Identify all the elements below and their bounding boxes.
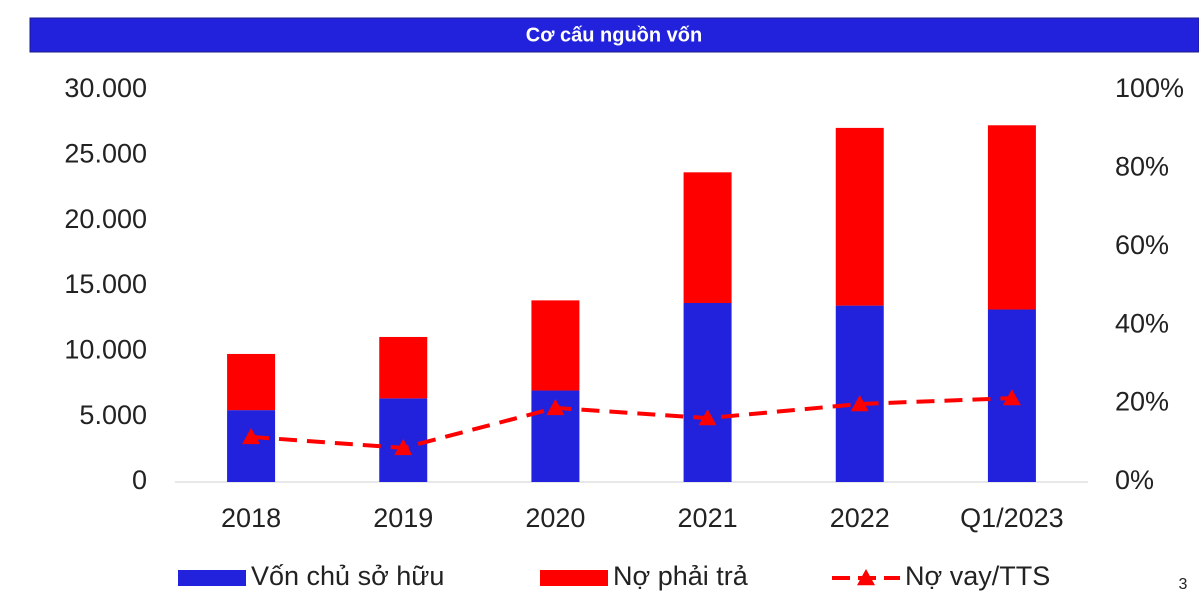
bar <box>835 127 884 306</box>
x-tick-label: Q1/2023 <box>960 503 1064 533</box>
bar <box>683 172 732 303</box>
y2-tick-label: 40% <box>1115 308 1169 338</box>
y-tick-label: 0 <box>132 465 147 495</box>
bar <box>531 300 580 391</box>
bar <box>379 336 428 399</box>
y2-tick-label: 100% <box>1115 73 1184 103</box>
marker <box>698 409 717 426</box>
legend-label: Vốn chủ sở hữu <box>251 561 444 591</box>
y-tick-label: 15.000 <box>64 269 147 299</box>
y2-tick-label: 20% <box>1115 387 1169 417</box>
y2-tick-label: 60% <box>1115 230 1169 260</box>
marker <box>394 438 413 456</box>
x-tick-label: 2020 <box>525 503 585 533</box>
y2-tick-label: 0% <box>1115 465 1154 495</box>
y-tick-label: 30.000 <box>64 73 147 103</box>
legend-label: Nợ vay/TTS <box>905 561 1050 591</box>
marker <box>1002 389 1021 406</box>
legend-label: Nợ phải trả <box>613 561 749 591</box>
bar <box>683 302 732 482</box>
y-tick-label: 5.000 <box>79 400 147 430</box>
bar <box>835 305 884 482</box>
legend-marker <box>857 569 875 586</box>
x-tick-label: 2021 <box>678 503 738 533</box>
legend-swatch <box>178 570 246 586</box>
y-tick-label: 10.000 <box>64 334 147 364</box>
chart-title: Cơ cấu nguồn vốn <box>526 24 702 46</box>
marker <box>850 394 869 412</box>
y-tick-label: 20.000 <box>64 204 147 234</box>
marker <box>546 398 565 416</box>
line <box>250 396 1012 450</box>
x-tick-label: 2022 <box>830 503 890 533</box>
page-number: 3 <box>1179 576 1188 592</box>
y2-tick-label: 80% <box>1115 152 1169 182</box>
x-tick-label: 2019 <box>373 503 433 533</box>
y-tick-label: 25.000 <box>64 138 147 168</box>
marker <box>242 427 261 445</box>
legend-swatch <box>540 570 608 586</box>
bar <box>227 353 276 411</box>
bar <box>227 410 276 482</box>
x-tick-label: 2018 <box>221 503 281 533</box>
title-bar <box>29 17 1199 53</box>
bar <box>987 125 1036 310</box>
